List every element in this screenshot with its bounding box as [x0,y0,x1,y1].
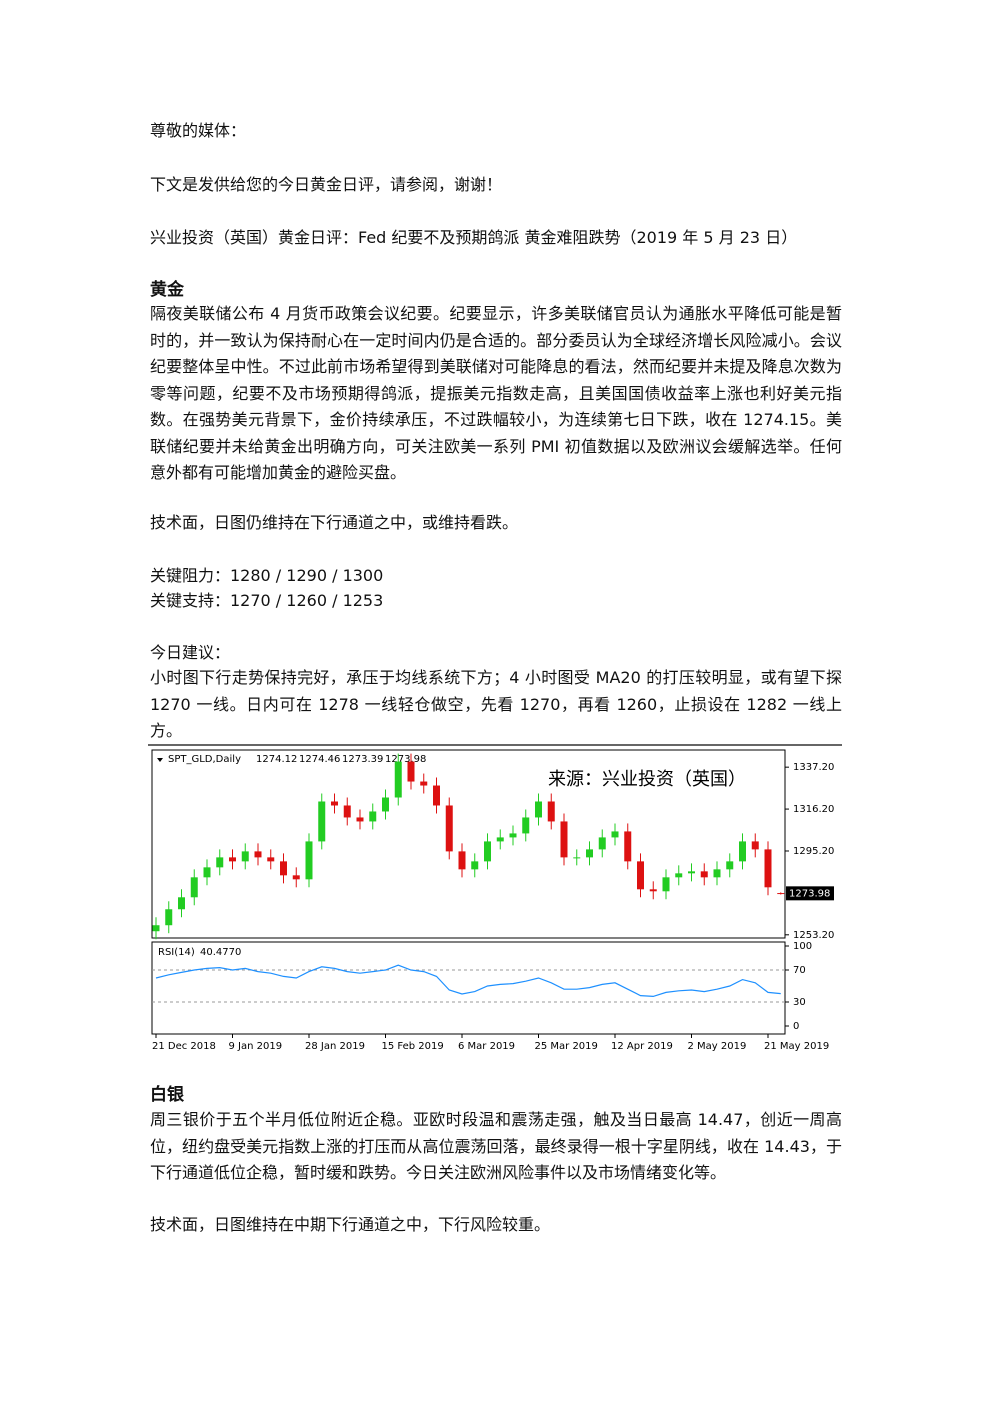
candle-body [445,805,453,852]
x-tick-label: 21 Dec 2018 [152,1041,216,1052]
candle-body [713,869,721,878]
candle-body [522,817,530,834]
x-tick-label: 28 Jan 2019 [305,1041,365,1052]
candle-body [751,841,759,850]
y-tick-label: 70 [793,965,806,976]
y-tick-label: 1253.20 [793,930,834,941]
candle-body [764,849,772,888]
candle-body [688,871,695,874]
candle-body [280,861,287,876]
y-tick-label: 1337.20 [793,762,834,773]
y-tick-label: 100 [793,941,812,952]
candle-body [394,761,402,798]
candle-body [471,861,479,870]
candle-body [484,841,491,862]
section-heading: 黄金 [150,280,184,300]
x-tick-label: 6 Mar 2019 [458,1041,515,1052]
paragraph: 小时图下行走势保持完好，承压于均线系统下方；4 小时图受 MA20 的打压较明显… [150,668,842,740]
candle-body [318,801,326,842]
greeting: 尊敬的媒体： [150,121,247,140]
candle-body [203,867,211,878]
intro: 下文是发供给您的今日黄金日评，请参阅，谢谢！ [150,175,503,194]
y-tick-label: 30 [793,997,806,1008]
header-value: 1274.46 [299,754,340,765]
rsi-value: 40.4770 [200,947,241,958]
support: 关键支持：1270 / 1260 / 1253 [150,591,384,610]
candle-body [433,785,440,806]
x-tick-label: 12 Apr 2019 [611,1041,673,1052]
rsi-line [155,964,781,998]
price-tag-label: 1273.98 [789,888,830,899]
x-tick-label: 21 May 2019 [764,1041,829,1052]
paragraph: 技术面，日图维持在中期下行通道之中，下行风险较重。 [150,1215,551,1234]
x-tick-label: 2 May 2019 [688,1041,747,1052]
annotation: 来源：兴业投资（英国） [548,769,746,790]
paragraph: 隔夜美联储公布 4 月货币政策会议纪要。纪要显示，许多美联储官员认为通胀水平降低… [150,304,842,482]
candle-body [331,801,338,806]
candle-body [777,893,785,895]
candle-body [649,889,657,892]
candle-body [267,857,275,862]
candle-body [178,897,185,910]
chart-title: SPT_GLD,Daily [168,754,241,765]
paragraph: 技术面，日图仍维持在下行通道之中，或维持看跌。 [150,513,519,532]
section-heading: 白银 [150,1085,184,1105]
candle-body [586,849,593,858]
candle-body [420,781,428,786]
candle-body [573,857,581,859]
rsi-name: RSI(14) [158,947,195,958]
candle-body [216,857,224,868]
candle-body [229,857,236,862]
advice-heading: 今日建议： [150,643,231,662]
candle-body [547,801,555,822]
headline: 兴业投资（英国）黄金日评：Fed 纪要不及预期鸽派 黄金难阻跌势（2019 年 … [150,228,798,247]
candle-body [382,797,389,812]
candle-body [509,833,517,838]
x-tick-label: 9 Jan 2019 [229,1041,283,1052]
candle-body [356,817,364,822]
y-tick-label: 1295.20 [793,846,834,857]
y-tick-label: 1316.20 [793,804,834,815]
candle-body [190,877,198,898]
chart: SPT_GLD,Daily 1274.12 1274.46 1273.39 12… [148,744,842,1052]
resistance: 关键阻力：1280 / 1290 / 1300 [150,566,384,585]
candle-body [535,801,542,818]
candle-body [343,805,351,818]
candle-body [254,851,262,858]
candle-body [152,925,160,932]
x-tick-label: 25 Mar 2019 [535,1041,598,1052]
header-value: 1273.39 [342,754,383,765]
candle-body [637,861,644,890]
candle-body [496,837,504,842]
paragraph: 周三银价于五个半月低位附近企稳。亚欧时段温和震荡走强，触及当日最高 14.47，… [150,1110,842,1182]
candle-body [560,821,568,858]
candle-body [611,831,619,838]
candle-body [700,871,708,878]
candle-body [662,877,670,892]
candle-body [292,875,300,880]
header-value: 1274.12 [256,754,297,765]
candle-body [241,851,249,862]
candle-body [624,831,632,862]
x-tick-label: 15 Feb 2019 [382,1041,444,1052]
candle-body [598,837,606,850]
y-tick-label: 0 [793,1021,799,1032]
candle-body [458,851,466,870]
candle-body [726,861,734,870]
header-value: 1273.98 [385,754,426,765]
candle-body [739,841,746,862]
candle-body [165,909,173,926]
candle-body [369,811,377,822]
candle-body [675,873,683,878]
candle-body [407,761,415,782]
price-tag [786,886,834,901]
candle-body [305,841,313,880]
